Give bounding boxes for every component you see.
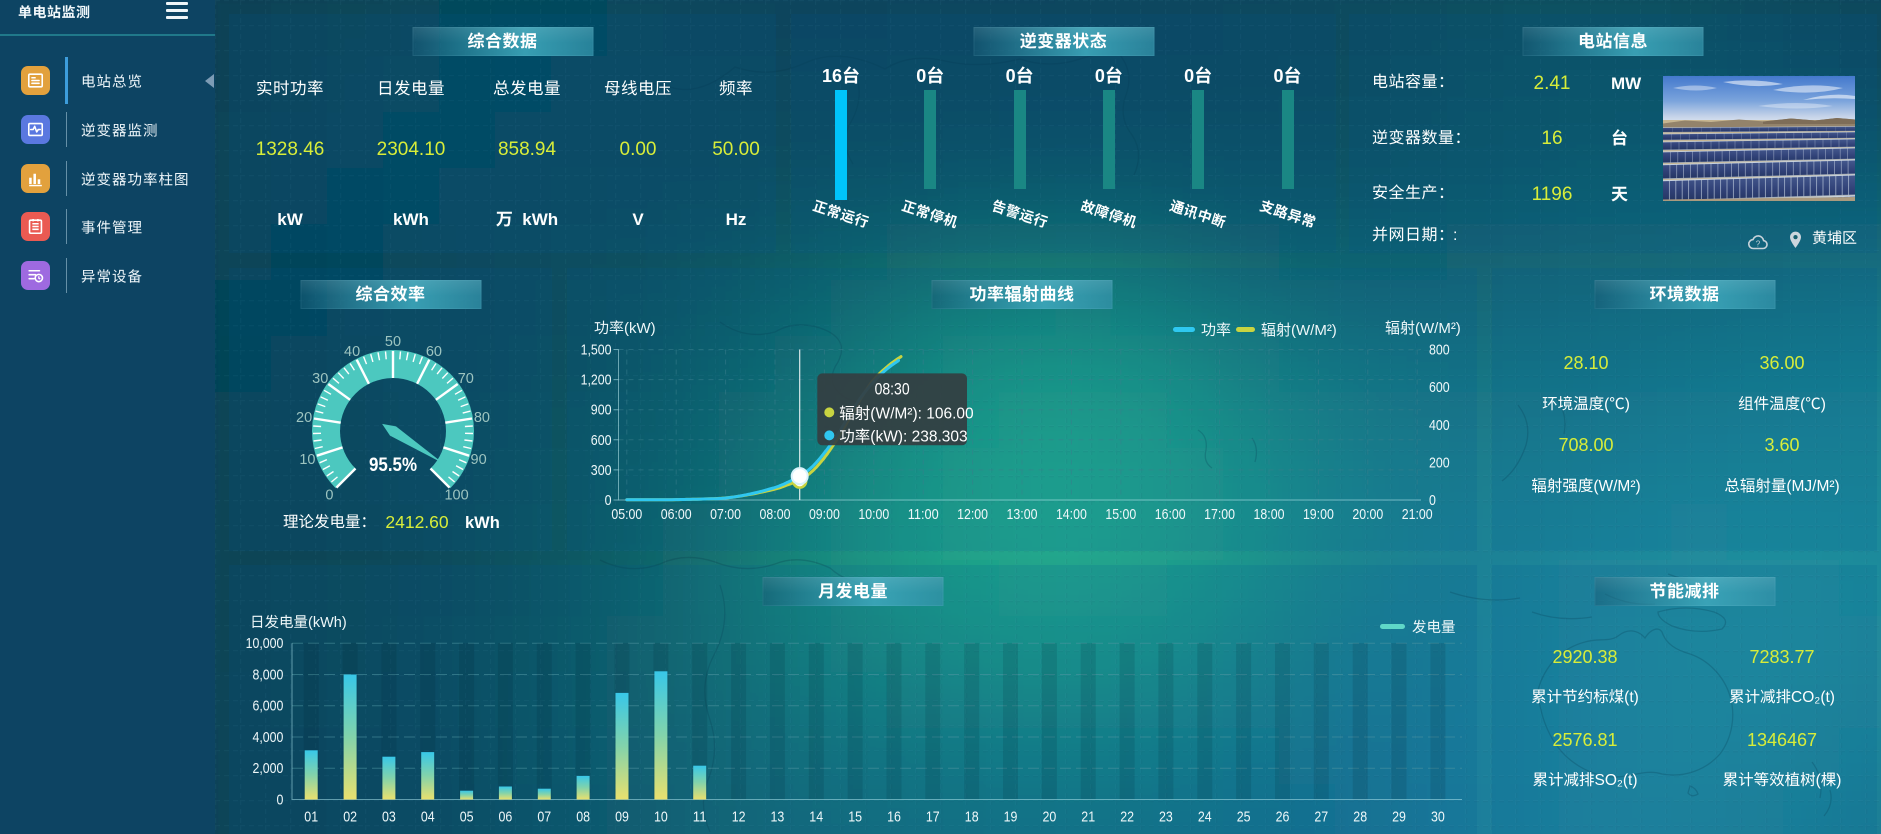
svg-text:日发电量(kWh): 日发电量(kWh) [250,614,347,631]
svg-text:27: 27 [1314,809,1328,826]
svg-text:50: 50 [385,334,401,350]
svg-text:15: 15 [848,809,862,826]
svg-text:22: 22 [1120,809,1134,826]
svg-text:15:00: 15:00 [1105,506,1136,523]
svg-text:11: 11 [693,809,707,826]
svg-text:09:00: 09:00 [809,506,840,523]
svg-text:2,000: 2,000 [253,760,284,777]
svg-text:02: 02 [343,809,357,826]
svg-text:1,500: 1,500 [581,342,612,359]
svg-text:16: 16 [887,809,901,826]
svg-text:功率: 功率 [1201,322,1231,339]
svg-text:24: 24 [1198,809,1212,826]
svg-text:10: 10 [654,809,668,826]
svg-text:19:00: 19:00 [1303,506,1334,523]
svg-text:0: 0 [325,488,333,504]
svg-text:16:00: 16:00 [1155,506,1186,523]
svg-text:800: 800 [1429,342,1450,359]
svg-text:?: ? [1756,239,1761,248]
svg-text:20: 20 [296,410,312,426]
svg-text:13: 13 [771,809,785,826]
svg-text:17: 17 [926,809,940,826]
svg-text:30: 30 [1431,809,1445,826]
svg-text:300: 300 [591,462,612,479]
svg-text:08: 08 [576,809,590,826]
svg-text:21:00: 21:00 [1402,506,1433,523]
svg-text:900: 900 [591,402,612,419]
svg-text:06: 06 [499,809,513,826]
svg-text:20:00: 20:00 [1352,506,1383,523]
svg-text:10:00: 10:00 [858,506,889,523]
svg-text:70: 70 [458,371,474,387]
svg-text:95.5%: 95.5% [369,455,417,476]
svg-text:90: 90 [471,452,487,468]
svg-text:13:00: 13:00 [1007,506,1038,523]
svg-text:23: 23 [1159,809,1173,826]
svg-text:18:00: 18:00 [1254,506,1285,523]
svg-text:05:00: 05:00 [611,506,642,523]
svg-text:08:30: 08:30 [875,379,910,398]
svg-text:20: 20 [1043,809,1057,826]
svg-text:600: 600 [1429,379,1450,396]
svg-text:26: 26 [1276,809,1290,826]
svg-text:10,000: 10,000 [246,635,284,652]
svg-text:200: 200 [1429,454,1450,471]
svg-text:06:00: 06:00 [661,506,692,523]
svg-text:功率(kW): 238.303: 功率(kW): 238.303 [839,427,967,445]
svg-text:400: 400 [1429,417,1450,434]
svg-text:09: 09 [615,809,629,826]
svg-text:100: 100 [444,488,468,504]
svg-text:07:00: 07:00 [710,506,741,523]
svg-text:05: 05 [460,809,474,826]
svg-text:08:00: 08:00 [760,506,791,523]
svg-text:10: 10 [299,452,315,468]
svg-text:发电量: 发电量 [1412,619,1456,636]
svg-text:8,000: 8,000 [253,667,284,684]
svg-text:30: 30 [312,371,328,387]
svg-text:1,200: 1,200 [581,372,612,389]
svg-text:6,000: 6,000 [253,698,284,715]
svg-text:19: 19 [1004,809,1018,826]
svg-text:12: 12 [732,809,746,826]
svg-text:功率(kW): 功率(kW) [594,320,656,337]
svg-text:04: 04 [421,809,435,826]
svg-text:40: 40 [344,344,360,360]
svg-text:29: 29 [1392,809,1406,826]
svg-text:01: 01 [304,809,318,826]
svg-text:0: 0 [277,792,284,809]
svg-text:60: 60 [426,344,442,360]
svg-text:25: 25 [1237,809,1251,826]
svg-text:4,000: 4,000 [253,729,284,746]
svg-text:辐射(W/M²): 106.00: 辐射(W/M²): 106.00 [839,404,974,422]
svg-text:17:00: 17:00 [1204,506,1235,523]
svg-text:14:00: 14:00 [1056,506,1087,523]
svg-text:03: 03 [382,809,396,826]
svg-text:21: 21 [1081,809,1095,826]
svg-text:28: 28 [1353,809,1367,826]
svg-text:辐射(W/M²): 辐射(W/M²) [1385,320,1461,337]
svg-text:辐射(W/M²): 辐射(W/M²) [1261,322,1337,339]
svg-text:600: 600 [591,432,612,449]
svg-text:80: 80 [474,410,490,426]
svg-text:11:00: 11:00 [908,506,939,523]
svg-text:14: 14 [809,809,823,826]
svg-text:07: 07 [537,809,551,826]
svg-text:18: 18 [965,809,979,826]
svg-text:12:00: 12:00 [957,506,988,523]
